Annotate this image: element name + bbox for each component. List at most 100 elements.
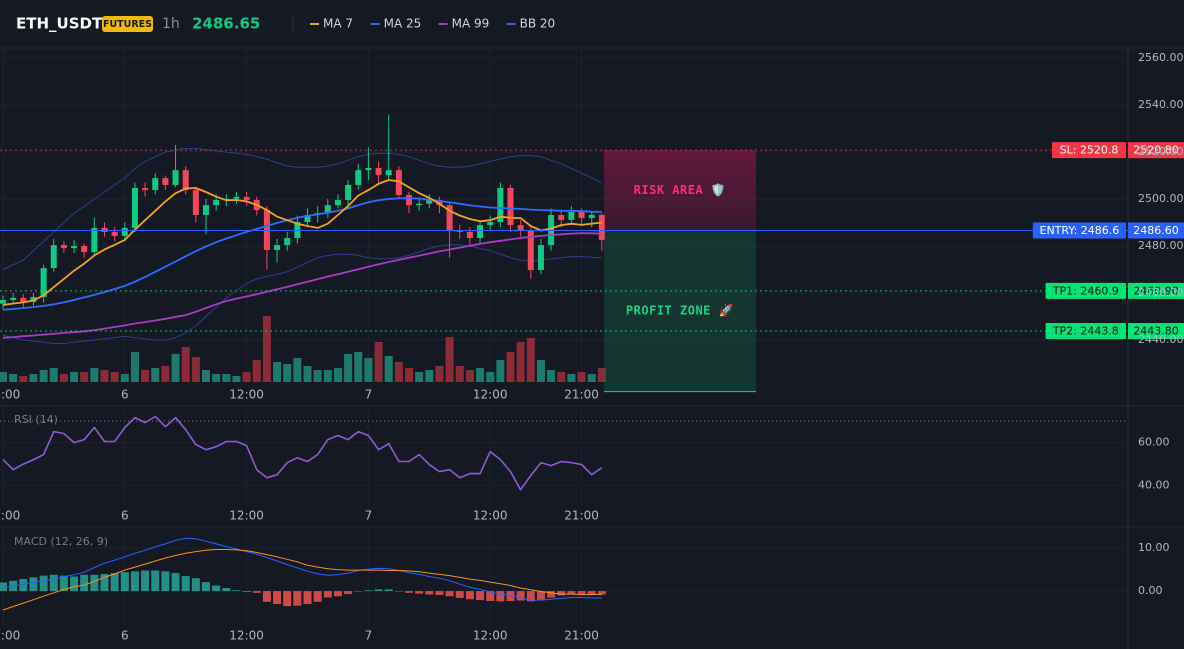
candle-body — [527, 230, 534, 270]
volume-bar — [222, 374, 231, 382]
volume-bar — [506, 352, 515, 382]
candle-body — [334, 199, 341, 206]
volume-bar — [333, 368, 342, 382]
badge-bg — [102, 16, 153, 32]
macd-histogram-bar — [476, 591, 485, 601]
macd-histogram-bar — [465, 591, 474, 600]
candle-body — [558, 215, 565, 220]
candle-body — [203, 205, 209, 215]
x-tick-label: 12:00 — [0, 509, 20, 523]
candle-body — [162, 178, 169, 185]
y-tick-label: 0.00 — [1138, 584, 1163, 597]
y-tick-label: 2520.00 — [1138, 145, 1184, 158]
macd-histogram-bar — [191, 578, 200, 592]
macd-histogram-bar — [364, 590, 373, 592]
candle-body — [111, 231, 118, 236]
x-tick-label: 21:00 — [564, 629, 599, 643]
candle-body — [30, 296, 37, 302]
volume-bar — [476, 368, 485, 382]
y-tick-label: 2460.00 — [1138, 286, 1184, 299]
x-tick-label: 7 — [365, 509, 373, 523]
volume-bar — [90, 368, 99, 382]
volume-bar — [303, 366, 312, 382]
macd-histogram-bar — [547, 591, 556, 598]
volume-bar — [59, 374, 68, 382]
macd-histogram-bar — [415, 591, 424, 594]
volume-bar — [486, 372, 495, 382]
candle-body — [304, 215, 311, 223]
x-tick-label: 6 — [121, 509, 129, 523]
volume-bar — [344, 354, 353, 382]
volume-bar — [445, 337, 454, 382]
volume-bar — [181, 347, 190, 382]
bb-upper — [2, 148, 603, 270]
volume-bar — [587, 374, 596, 382]
volume-bar — [394, 362, 403, 382]
candle-body — [375, 168, 382, 176]
last-price: 2486.65 — [192, 15, 260, 33]
volume-bar — [567, 374, 576, 382]
volume-bar — [29, 374, 38, 382]
candle-body — [0, 300, 6, 304]
macd-histogram-bar — [0, 582, 7, 592]
macd-histogram-bar — [486, 591, 495, 601]
candle-body — [436, 199, 443, 206]
candle-body — [233, 196, 240, 199]
candle-body — [152, 178, 159, 191]
legend-label: MA 25 — [384, 17, 422, 31]
symbol: ETH_USDT — [16, 15, 103, 33]
candle-body — [40, 268, 47, 297]
bb-lower — [2, 244, 602, 344]
header-bar — [0, 0, 1184, 48]
plot-area — [0, 48, 1128, 625]
macd-histogram-bar — [293, 591, 302, 606]
y-tick-label: 40.00 — [1138, 479, 1170, 492]
x-tick-label: 7 — [365, 388, 373, 402]
price-tag-bg — [1128, 323, 1184, 340]
macd-histogram-bar — [354, 591, 363, 592]
macd-histogram-bar — [171, 573, 180, 592]
macd-histogram-bar — [110, 573, 119, 592]
candle-body — [395, 170, 402, 196]
macd-histogram-bar — [39, 575, 48, 592]
volume-bar — [577, 372, 586, 382]
macd-histogram-bar — [49, 574, 58, 592]
candle-body — [507, 187, 514, 226]
zone-label: RISK AREA 🛡️ — [634, 183, 727, 197]
macd-histogram-bar — [100, 573, 109, 592]
macd-histogram-bar — [252, 591, 261, 593]
candle-body — [537, 245, 544, 270]
volume-bar — [536, 360, 545, 382]
macd-histogram-bar — [455, 591, 464, 598]
y-tick-label: 60.00 — [1138, 436, 1170, 449]
interval[interactable]: 1h — [162, 16, 180, 32]
candle-body — [182, 170, 189, 191]
macd-histogram-bar — [323, 591, 332, 598]
volume-bar — [70, 372, 79, 382]
macd-histogram-bar — [344, 591, 353, 595]
level-label-bg — [1045, 282, 1126, 299]
volume-bar — [415, 372, 424, 382]
candle-body — [10, 297, 17, 301]
x-tick-label: 12:00 — [473, 509, 508, 523]
volume-bar — [151, 368, 160, 382]
macd-line — [2, 549, 602, 611]
level-label-bg — [1052, 142, 1126, 159]
volume-bar — [242, 372, 251, 382]
macd-histogram-bar — [516, 591, 525, 601]
price-tag-bg — [1128, 282, 1184, 299]
macd-histogram-bar — [557, 591, 566, 596]
macd-histogram-bar — [212, 585, 221, 592]
volume-bar — [130, 352, 139, 382]
zone-label: PROFIT ZONE 🚀 — [626, 304, 734, 318]
macd-histogram-bar — [536, 591, 545, 600]
candle-body — [131, 187, 138, 228]
candle-body — [477, 225, 484, 239]
volume-bar — [19, 376, 28, 382]
macd-histogram-bar — [130, 571, 139, 592]
volume-bar — [0, 372, 7, 382]
level-label: SL: 2520.8 — [1060, 144, 1119, 157]
macd-histogram-bar — [597, 591, 606, 595]
macd-histogram-bar — [120, 572, 129, 592]
